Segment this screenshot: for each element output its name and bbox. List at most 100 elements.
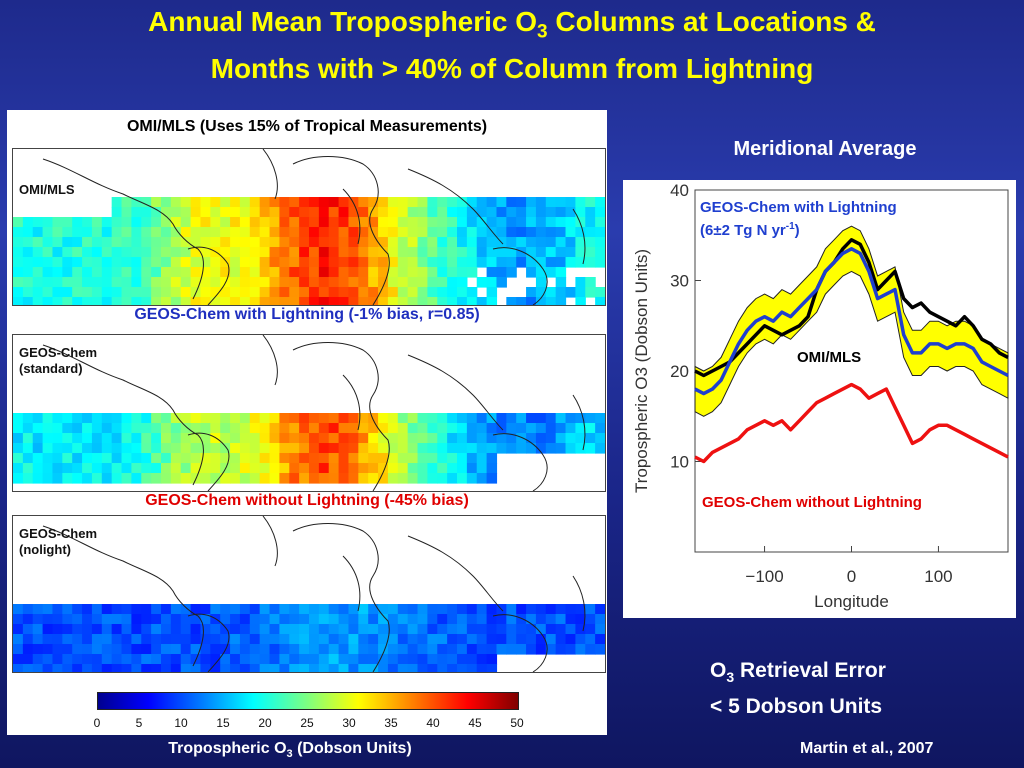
map-omi-mls-cell: [565, 247, 576, 258]
map-omi-mls-cell: [121, 277, 132, 288]
map-geos-standard-cell: [72, 463, 83, 474]
coastline: [342, 555, 361, 612]
map-omi-mls-cell: [575, 197, 586, 208]
map-omi-mls-cell: [161, 277, 172, 288]
map-omi-mls-cell: [289, 297, 300, 305]
map-geos-standard-cell: [299, 423, 310, 434]
map-geos-nolight-cell: [486, 664, 498, 672]
map-omi-mls-cell: [230, 287, 241, 298]
map-omi-mls-cell: [230, 277, 241, 288]
map-geos-nolight-cell: [170, 644, 182, 655]
map-omi-mls-cell: [91, 297, 103, 305]
map-geos-standard-cell: [111, 443, 123, 454]
map-geos-standard-cell: [190, 453, 202, 464]
y-axis-label: Tropospheric O3 (Dobson Units): [632, 249, 651, 493]
map-omi-mls-cell: [516, 217, 527, 228]
map-geos-nolight-cell: [378, 604, 389, 615]
map-geos-standard-cell: [151, 453, 162, 464]
map-geos-nolight-cell: [368, 634, 379, 645]
map-geos-nolight-cell: [516, 644, 527, 655]
map-omi-mls-cell: [131, 247, 142, 258]
map-omi-mls-cell: [397, 207, 409, 218]
map-omi-mls-cell: [42, 257, 54, 268]
map-geos-nolight-cell: [328, 624, 340, 635]
map-omi-mls-cell: [269, 277, 280, 288]
map-omi-mls-cell: [348, 287, 359, 298]
map-omi-mls-cell: [437, 277, 448, 288]
coastline: [187, 613, 230, 672]
map-omi-mls-cell: [516, 257, 527, 268]
map-geos-standard-cell: [309, 413, 320, 424]
map-omi-mls-cell: [121, 257, 132, 268]
map-geos-nolight-cell: [535, 604, 547, 615]
map-geos-nolight-cell: [42, 614, 54, 625]
map-omi-mls-cell: [387, 247, 399, 258]
map-geos-standard-cell: [368, 443, 379, 454]
map-geos-standard-cell: [309, 423, 320, 434]
map-omi-mls-cell: [151, 297, 162, 305]
map-omi-mls-cell: [22, 287, 34, 298]
map-omi-mls-cell: [397, 197, 409, 208]
map-omi-mls-cell: [42, 287, 54, 298]
map-geos-nolight-cell: [170, 624, 182, 635]
map-omi-mls-cell: [141, 297, 152, 305]
y-tick-label: 30: [670, 272, 689, 291]
map-omi-mls-cell: [595, 227, 605, 238]
map-geos-nolight-cell: [151, 664, 162, 672]
map-omi-mls-cell: [161, 207, 172, 218]
map-geos-nolight-cell: [397, 654, 409, 665]
title-line-1: Annual Mean Tropospheric O3 Columns at L…: [148, 6, 876, 43]
map-geos-nolight-cell: [239, 614, 251, 625]
map3-name: GEOS-Chem (nolight): [19, 526, 98, 557]
map-geos-standard-cell: [121, 453, 132, 464]
map-geos-standard-cell: [180, 423, 192, 434]
map-geos-standard-cell: [328, 453, 340, 464]
map-geos-nolight-cell: [318, 624, 330, 635]
map-omi-mls-cell: [318, 297, 330, 305]
map-omi-mls-cell: [516, 197, 527, 208]
colorbar-tick-label: 30: [342, 716, 356, 730]
map-omi-mls-cell: [299, 297, 310, 305]
map-geos-nolight-cell: [309, 644, 320, 655]
map-geos-nolight-cell: [170, 664, 182, 672]
map-omi-mls-cell: [328, 197, 340, 208]
map-omi-mls-cell: [309, 237, 320, 248]
map-geos-nolight-cell: [141, 664, 152, 672]
map-geos-standard-cell: [200, 423, 211, 434]
map-omi-mls-cell: [289, 247, 300, 258]
colorbar-label: Tropospheric O3 (Dobson Units): [168, 740, 412, 761]
map-omi-mls-cell: [180, 287, 192, 298]
map-omi-mls-cell: [378, 257, 389, 268]
map-geos-nolight-cell: [447, 604, 458, 615]
map-geos-nolight-cell: [32, 624, 44, 635]
map-omi-mls-cell: [22, 227, 34, 238]
map-omi-mls-cell: [328, 247, 340, 258]
map-omi-mls-cell: [437, 257, 448, 268]
colorbar-tick-label: 25: [300, 716, 314, 730]
map-geos-standard-cell: [318, 423, 330, 434]
map-geos-nolight-cell: [210, 634, 221, 645]
map-omi-mls-cell: [565, 227, 576, 238]
map-geos-nolight-cell: [407, 624, 419, 635]
map-geos-nolight-cell: [269, 604, 280, 615]
map-geos-standard-cell: [121, 443, 132, 454]
map-omi-mls-cell: [249, 267, 261, 278]
map-geos-standard-cell: [180, 453, 192, 464]
map-omi-mls-cell: [200, 247, 211, 258]
map-geos-standard-cell: [22, 443, 34, 454]
map-geos-nolight-cell: [387, 654, 399, 665]
map-geos-nolight-cell: [180, 644, 192, 655]
map-geos-nolight-cell: [91, 664, 103, 672]
map-geos-standard-cell: [387, 413, 399, 424]
map-geos-standard-cell: [111, 463, 123, 474]
map-geos-nolight-cell: [249, 634, 261, 645]
map-geos-nolight-cell: [358, 624, 369, 635]
map-omi-mls-cell: [151, 217, 162, 228]
map-geos-standard-cell: [368, 423, 379, 434]
map-omi-mls-grid: [13, 149, 605, 305]
x-tick-label: −100: [745, 567, 783, 586]
map-geos-standard-cell: [328, 413, 340, 424]
map-geos-nolight-cell: [555, 604, 567, 615]
map-geos-nolight-cell: [131, 634, 142, 645]
map-omi-mls-cell: [210, 207, 221, 218]
